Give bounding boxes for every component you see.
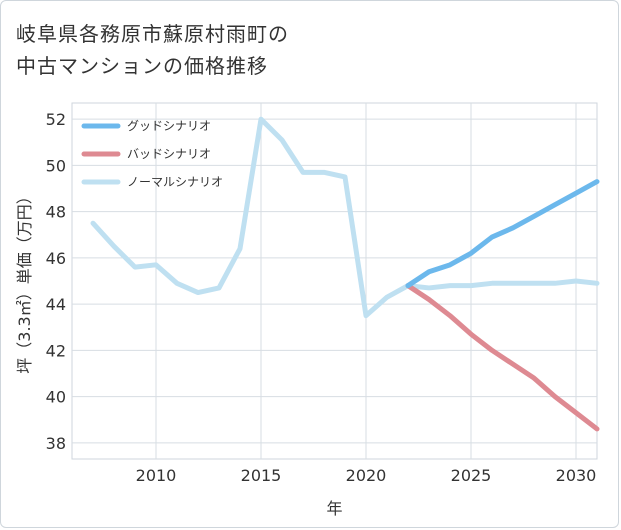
chart-title: 岐阜県各務原市蘇原村雨町の 中古マンションの価格推移: [16, 18, 289, 82]
chart-axes: 2010 2015 2020 2025 2030 38 40 42 44 46 48 50 52: [46, 110, 597, 485]
x-tick-label-2030: 2030: [556, 466, 597, 485]
x-tick-label-2020: 2020: [346, 466, 387, 485]
y-tick-label-50: 50: [46, 156, 66, 175]
series-line-2: [90, 116, 600, 319]
x-tick-label-2010: 2010: [136, 466, 177, 485]
chart-title-line-2: 中古マンションの価格推移: [16, 54, 268, 78]
y-axis-label: 坪（3.3㎡）単価（万円）: [15, 188, 34, 373]
y-tick-label-52: 52: [46, 110, 66, 129]
chart-title-line-1: 岐阜県各務原市蘇原村雨町の: [16, 22, 289, 46]
legend-label-2: ノーマルシナリオ: [127, 175, 223, 189]
y-tick-label-44: 44: [46, 295, 66, 314]
legend-label-0: グッドシナリオ: [127, 119, 211, 133]
y-tick-label-42: 42: [46, 341, 66, 360]
x-tick-label-2025: 2025: [451, 466, 492, 485]
y-tick-label-38: 38: [46, 434, 66, 453]
x-axis-label: 年: [326, 499, 342, 518]
y-tick-label-40: 40: [46, 388, 66, 407]
y-tick-label-46: 46: [46, 249, 66, 268]
series-line-0: [405, 179, 600, 289]
chart-series: [90, 116, 600, 432]
x-tick-label-2015: 2015: [241, 466, 282, 485]
y-tick-label-48: 48: [46, 203, 66, 222]
legend-label-1: バッドシナリオ: [127, 147, 211, 161]
series-line-1: [405, 283, 600, 432]
